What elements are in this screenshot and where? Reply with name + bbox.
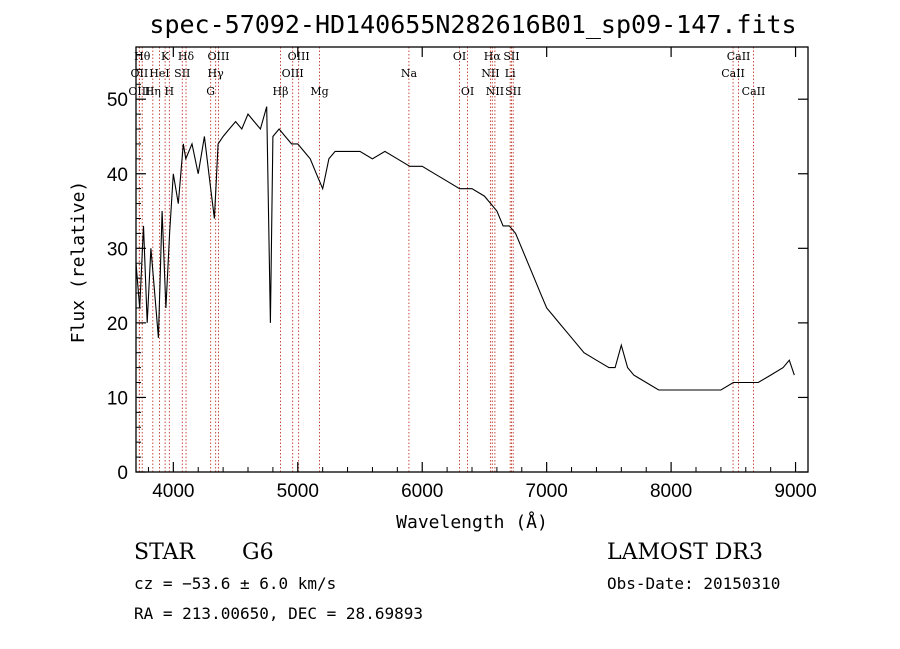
- y-tick-label: 10: [107, 388, 128, 409]
- spectral-line-markers: [138, 47, 754, 472]
- line-marker-label: SII: [174, 67, 190, 80]
- line-marker-label: HeI: [149, 67, 169, 80]
- line-marker-label: Hγ: [208, 67, 225, 80]
- line-marker-label: NII: [481, 67, 499, 80]
- x-tick-label: 7000: [526, 481, 568, 502]
- object-class: STAR: [134, 540, 195, 565]
- line-marker-label: OIII: [288, 50, 310, 63]
- y-tick-label: 40: [107, 165, 128, 186]
- y-axis-label: Flux (relative): [68, 181, 89, 344]
- line-marker-label: CaII: [721, 67, 745, 80]
- spectrum-line: [135, 106, 795, 391]
- line-marker-label: Hδ: [178, 50, 195, 63]
- chart-title: spec-57092-HD140655N282616B01_sp09-147.f…: [149, 10, 796, 39]
- line-marker-label: H: [165, 85, 175, 98]
- line-marker-label: Na: [401, 67, 418, 80]
- survey-name: LAMOST DR3: [607, 540, 763, 565]
- spectral-line-labels: HθOIIOIIIHηHeIKHSIIHδGHγOIIIHβOIIIOIIIMg…: [128, 50, 765, 98]
- line-marker-label: OII: [131, 67, 149, 80]
- line-marker-label: G: [206, 85, 215, 98]
- y-tick-label: 20: [107, 314, 128, 335]
- line-marker-label: OI: [461, 85, 474, 98]
- x-tick-label: 9000: [774, 481, 816, 502]
- redshift-cz: cz = −53.6 ± 6.0 km/s: [134, 574, 337, 593]
- line-marker-label: NII: [486, 85, 504, 98]
- line-marker-label: Hβ: [273, 85, 289, 98]
- line-marker-label: OIII: [207, 50, 229, 63]
- line-marker-label: K: [161, 50, 170, 63]
- line-marker-label: Mg: [310, 85, 328, 98]
- line-marker-label: SII: [503, 50, 519, 63]
- y-axis-ticks: 0 10 20 30 40 50: [107, 53, 808, 484]
- y-tick-label: 30: [107, 239, 128, 260]
- x-axis-ticks: 4000 5000 6000 7000 8000 9000: [147, 47, 817, 502]
- y-tick-label: 0: [117, 463, 128, 484]
- line-marker-label: Hθ: [134, 50, 151, 63]
- plot-frame: [135, 46, 809, 473]
- x-tick-label: 5000: [277, 481, 319, 502]
- x-axis-label: Wavelength (Å): [396, 511, 548, 533]
- ra-dec-coordinates: RA = 213.00650, DEC = 28.69893: [134, 604, 423, 623]
- x-tick-label: 6000: [401, 481, 443, 502]
- line-marker-label: CaII: [727, 50, 751, 63]
- line-marker-label: Hη: [145, 85, 161, 98]
- object-subclass: G6: [242, 540, 274, 565]
- line-marker-label: CaII: [742, 85, 766, 98]
- line-marker-label: Hα: [484, 50, 502, 63]
- x-tick-label: 4000: [152, 481, 194, 502]
- x-tick-label: 8000: [650, 481, 692, 502]
- line-marker-label: OI: [453, 50, 466, 63]
- observation-date: Obs-Date: 20150310: [607, 574, 781, 593]
- line-marker-label: OIII: [282, 67, 304, 80]
- y-tick-label: 50: [107, 90, 128, 111]
- line-marker-label: SII: [505, 85, 521, 98]
- line-marker-label: Li: [505, 67, 516, 80]
- line-marker-label: OIII: [128, 85, 150, 98]
